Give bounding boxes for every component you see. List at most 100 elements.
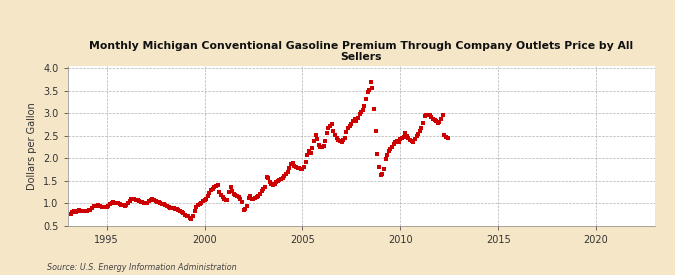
Point xyxy=(78,209,89,213)
Point xyxy=(359,103,370,108)
Point xyxy=(80,208,91,213)
Point xyxy=(348,119,358,123)
Point xyxy=(439,133,450,137)
Point xyxy=(362,90,373,94)
Point xyxy=(129,197,140,201)
Y-axis label: Dollars per Gallon: Dollars per Gallon xyxy=(28,102,37,190)
Point xyxy=(145,198,156,202)
Point xyxy=(263,176,273,180)
Point xyxy=(333,138,344,142)
Point xyxy=(289,164,300,168)
Point xyxy=(354,112,365,116)
Point xyxy=(159,202,169,207)
Point xyxy=(65,212,76,216)
Point xyxy=(160,203,171,207)
Point xyxy=(265,180,275,185)
Point xyxy=(198,199,209,204)
Point xyxy=(82,208,92,213)
Point xyxy=(298,164,309,169)
Point xyxy=(235,197,246,202)
Point xyxy=(365,79,376,84)
Point xyxy=(433,120,443,125)
Point xyxy=(380,157,391,161)
Point xyxy=(148,198,159,203)
Point xyxy=(290,165,301,169)
Point xyxy=(245,194,256,198)
Point xyxy=(75,208,86,213)
Point xyxy=(144,199,155,204)
Point xyxy=(171,207,182,211)
Point xyxy=(206,188,217,193)
Point xyxy=(315,145,326,150)
Point xyxy=(95,204,105,208)
Point xyxy=(152,199,163,204)
Point xyxy=(117,203,128,207)
Point xyxy=(223,190,234,194)
Point xyxy=(139,200,150,205)
Point xyxy=(313,142,324,147)
Point xyxy=(211,184,221,188)
Point xyxy=(168,206,179,211)
Point xyxy=(254,192,265,196)
Point xyxy=(320,139,331,143)
Point xyxy=(282,169,293,174)
Point xyxy=(427,117,438,121)
Point xyxy=(91,204,102,208)
Point xyxy=(321,131,332,135)
Point xyxy=(304,149,315,153)
Point xyxy=(72,209,82,213)
Point xyxy=(88,204,99,208)
Point xyxy=(300,160,311,164)
Point xyxy=(219,197,230,202)
Point xyxy=(374,165,385,169)
Point xyxy=(317,145,327,150)
Point xyxy=(414,129,425,133)
Point xyxy=(167,206,178,210)
Point xyxy=(416,126,427,130)
Point xyxy=(121,203,132,207)
Point xyxy=(114,202,125,207)
Point xyxy=(400,131,410,136)
Point xyxy=(214,190,225,194)
Point xyxy=(423,112,433,117)
Point xyxy=(408,140,418,144)
Point xyxy=(134,199,144,203)
Point xyxy=(188,213,198,218)
Point xyxy=(128,196,138,201)
Point xyxy=(220,198,231,203)
Point xyxy=(360,97,371,101)
Point xyxy=(390,140,401,145)
Point xyxy=(176,210,187,214)
Point xyxy=(329,133,340,138)
Point xyxy=(395,137,406,141)
Point xyxy=(357,108,368,112)
Point xyxy=(331,136,342,140)
Point xyxy=(398,135,409,139)
Point xyxy=(240,207,250,211)
Point xyxy=(181,213,192,218)
Point xyxy=(274,178,285,182)
Point xyxy=(424,113,435,117)
Point xyxy=(394,140,404,145)
Point xyxy=(356,110,367,114)
Point xyxy=(396,136,407,141)
Point xyxy=(113,201,124,206)
Point xyxy=(67,210,78,215)
Point xyxy=(326,122,337,126)
Point xyxy=(250,196,261,200)
Point xyxy=(74,208,84,212)
Point xyxy=(169,207,180,211)
Point xyxy=(217,195,228,199)
Point xyxy=(100,205,111,209)
Point xyxy=(344,123,355,128)
Point xyxy=(142,200,153,205)
Point xyxy=(388,142,399,146)
Point xyxy=(340,136,350,141)
Point xyxy=(404,138,415,142)
Point xyxy=(369,106,379,111)
Point xyxy=(434,120,445,124)
Point xyxy=(266,182,277,186)
Point xyxy=(109,200,120,205)
Point xyxy=(155,201,166,205)
Point xyxy=(163,204,174,209)
